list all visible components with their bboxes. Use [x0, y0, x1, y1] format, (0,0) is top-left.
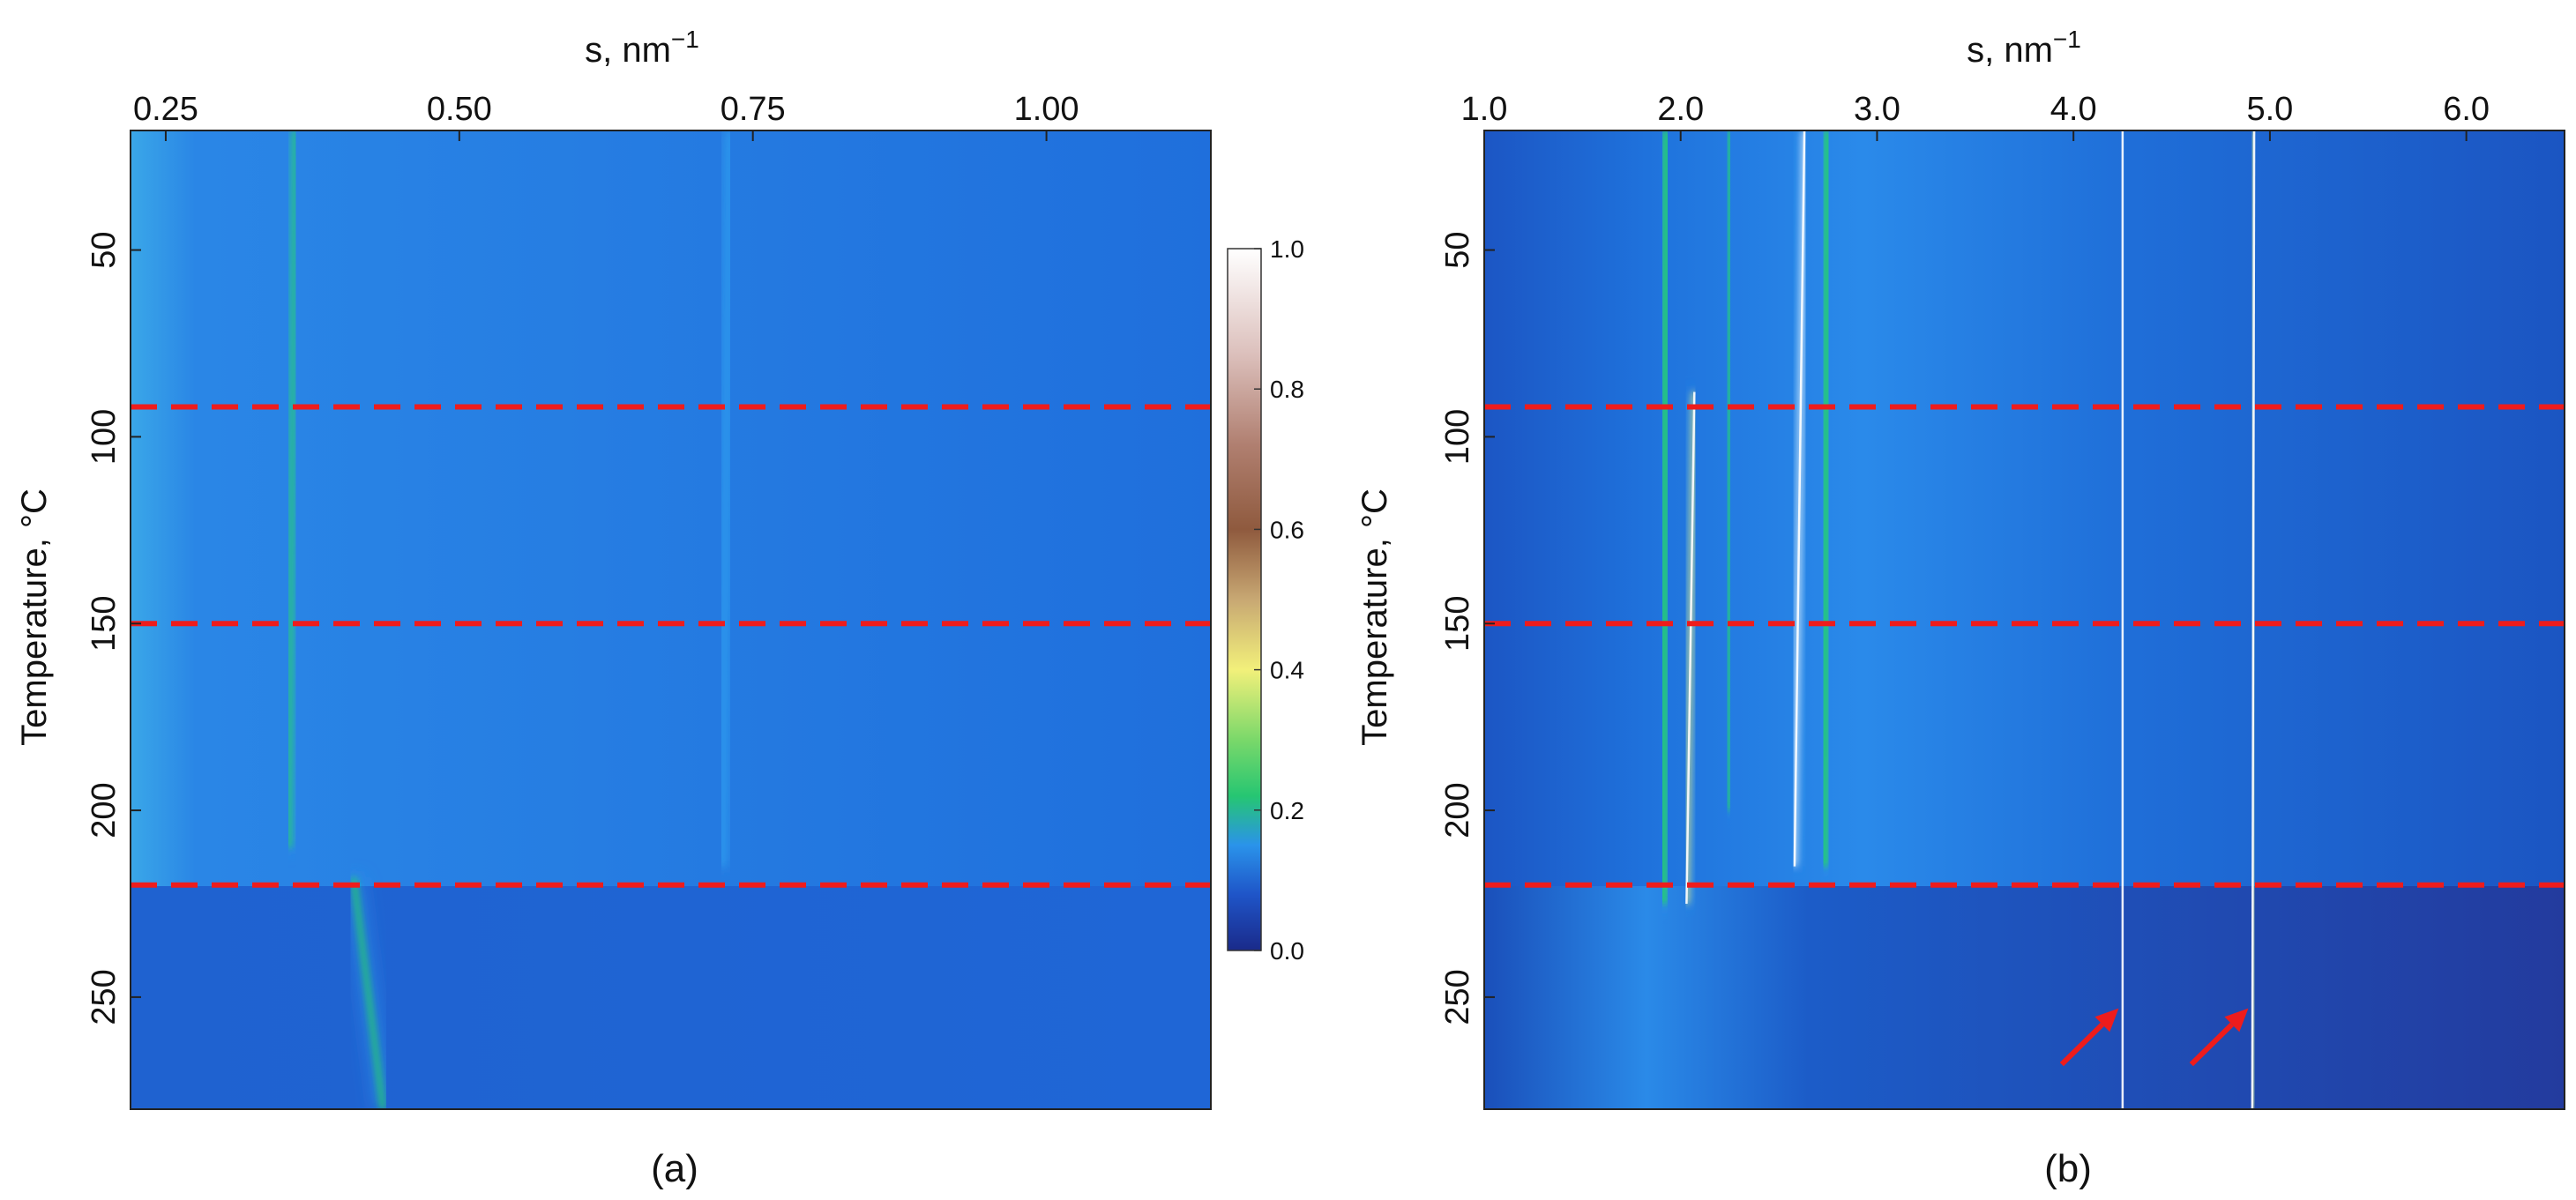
panel-b-label: (b): [2044, 1147, 2092, 1190]
panel-a-x-ticks: 0.25 0.50 0.75 1.00: [133, 91, 1079, 141]
peak-b-1-core: [1685, 391, 1696, 905]
panel-a-peaks: [280, 130, 1149, 1109]
panel-a-label: (a): [651, 1147, 698, 1190]
panel-b-peaks: [1648, 130, 2335, 1109]
panel-b-transition-lines: [1484, 404, 2565, 888]
arrow-1-head: [2224, 1008, 2249, 1032]
panel-a-frame: [130, 130, 1212, 1110]
y-tick-label-a-4: 250: [86, 969, 123, 1025]
y-tick-label-b-2: 150: [1439, 596, 1476, 652]
colorbar-tick-label-5: 1.0: [1270, 235, 1304, 263]
panel-b-arrows: [2059, 1008, 2249, 1067]
panel-a-x-axis-title-superscript: −1: [671, 26, 699, 53]
panel-b-lower-region: [1484, 886, 2565, 1109]
peak-b-7-core: [2251, 130, 2256, 1109]
peak-b-0: [1658, 130, 1672, 905]
panel-b-x-axis-title: s, nm−1: [1967, 26, 2081, 70]
panel-b-x-ticks: 1.0 2.0 3.0 4.0 5.0 6.0: [1461, 91, 2490, 141]
panel-b-y-ticks: 50 100 150 200 250: [1439, 231, 1495, 1025]
colorbar: 0.0 0.2 0.4 0.6 0.8 1.0: [1227, 235, 1304, 965]
panel-b-y-axis-title: Temperature, °C: [1355, 488, 1394, 746]
x-tick-label-b-2: 3.0: [1854, 91, 1900, 128]
y-tick-label-a-2: 150: [86, 596, 123, 652]
panel-a-lower-region: [131, 886, 1211, 1109]
colorbar-tick-label-4: 0.8: [1270, 376, 1304, 403]
x-tick-label-a-0: 0.25: [133, 91, 198, 128]
panel-a-y-axis-title: Temperature, °C: [15, 488, 54, 746]
peak-b-2: [1724, 130, 1733, 811]
x-tick-label-b-1: 2.0: [1657, 91, 1704, 128]
colorbar-ticks: 0.0 0.2 0.4 0.6 0.8 1.0: [1254, 235, 1304, 965]
x-tick-label-a-2: 0.75: [721, 91, 786, 128]
panel-b-x-axis-title-superscript: −1: [2053, 26, 2081, 53]
y-tick-label-b-4: 250: [1439, 969, 1476, 1025]
y-tick-label-a-1: 100: [86, 409, 123, 465]
y-tick-label-b-0: 50: [1439, 231, 1476, 268]
x-tick-label-b-0: 1.0: [1461, 91, 1508, 128]
x-tick-label-a-1: 0.50: [427, 91, 492, 128]
panel-b-frame: [1483, 130, 2565, 1110]
y-tick-label-b-1: 100: [1439, 409, 1476, 465]
arrow-1-shaft: [2189, 1022, 2234, 1067]
panel-b: 1.0 2.0 3.0 4.0 5.0 6.0 50 100 150 200 250 s, nm−…: [1355, 26, 2565, 1190]
colorbar-tick-label-2: 0.4: [1270, 657, 1304, 684]
colorbar-bar: [1227, 248, 1262, 951]
peak-a-0: [286, 130, 298, 848]
peak-a-3: [720, 130, 733, 867]
colorbar-tick-label-0: 0.0: [1270, 937, 1304, 965]
x-tick-label-b-5: 6.0: [2443, 91, 2490, 128]
x-tick-label-b-3: 4.0: [2050, 91, 2097, 128]
panel-a-transition-lines: [131, 404, 1211, 888]
colorbar-tick-label-1: 0.2: [1270, 797, 1304, 824]
panel-a-x-axis-title: s, nm−1: [585, 26, 699, 70]
y-tick-label-b-3: 200: [1439, 782, 1476, 838]
y-tick-label-a-0: 50: [86, 231, 123, 268]
y-tick-label-a-3: 200: [86, 782, 123, 838]
peak-b-3-core: [1793, 130, 1806, 867]
peak-b-4: [1818, 130, 1833, 867]
peak-a-2: [351, 876, 386, 1109]
panel-a-y-ticks: 50 100 150 200 250: [86, 231, 141, 1025]
colorbar-tick-label-3: 0.6: [1270, 516, 1304, 543]
arrow-0-head: [2094, 1008, 2119, 1032]
arrow-0-shaft: [2059, 1022, 2104, 1067]
x-tick-label-b-4: 5.0: [2246, 91, 2293, 128]
x-tick-label-a-3: 1.00: [1014, 91, 1079, 128]
